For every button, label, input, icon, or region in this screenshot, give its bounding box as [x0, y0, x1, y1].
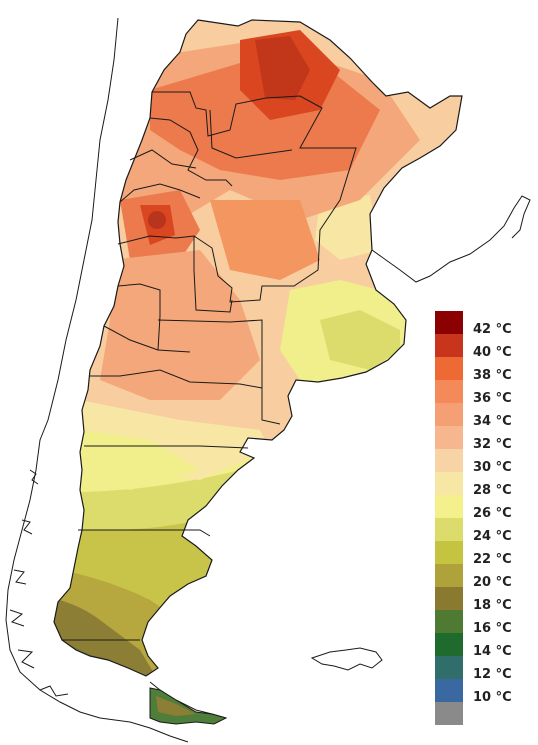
legend-swatch: [435, 334, 463, 357]
legend-item: 38 °C: [435, 357, 535, 383]
legend-item: 32 °C: [435, 426, 535, 452]
legend-item: 26 °C: [435, 495, 535, 521]
legend-swatch: [435, 311, 463, 334]
legend-label: 28 °C: [473, 483, 512, 498]
legend-item: 22 °C: [435, 541, 535, 567]
islands: [310, 647, 383, 671]
chile-coastline: [5, 17, 189, 743]
legend-swatch: [435, 633, 463, 656]
legend-item: 14 °C: [435, 633, 535, 659]
legend-item: 16 °C: [435, 610, 535, 636]
legend-label: 22 °C: [473, 552, 512, 567]
legend-label: 34 °C: [473, 414, 512, 429]
legend-label: 30 °C: [473, 460, 512, 475]
legend-swatch: [435, 357, 463, 380]
legend-label: 26 °C: [473, 506, 512, 521]
legend-swatch: [435, 656, 463, 679]
legend-item: 34 °C: [435, 403, 535, 429]
legend-swatch: [435, 564, 463, 587]
legend-swatch: [435, 587, 463, 610]
legend-item: 24 °C: [435, 518, 535, 544]
legend-label: 10 °C: [473, 690, 512, 705]
legend-swatch: [435, 518, 463, 541]
legend-label: 42 °C: [473, 322, 512, 337]
legend-label: 40 °C: [473, 345, 512, 360]
legend-swatch: [435, 541, 463, 564]
legend-label: 24 °C: [473, 529, 512, 544]
legend-label: 14 °C: [473, 644, 512, 659]
legend-item: 18 °C: [435, 587, 535, 613]
tierra-del-fuego: [149, 687, 228, 725]
legend-swatch: [435, 472, 463, 495]
legend-label: 36 °C: [473, 391, 512, 406]
legend-swatch: [435, 403, 463, 426]
legend-item: 30 °C: [435, 449, 535, 475]
legend-swatch: [435, 610, 463, 633]
legend-swatch: [435, 495, 463, 518]
legend-item: 20 °C: [435, 564, 535, 590]
legend-label: 32 °C: [473, 437, 512, 452]
legend-item: 40 °C: [435, 334, 535, 360]
legend-swatch: [435, 702, 463, 725]
legend-label: 12 °C: [473, 667, 512, 682]
legend-label: 20 °C: [473, 575, 512, 590]
legend-swatch: [435, 679, 463, 702]
legend-item: 36 °C: [435, 380, 535, 406]
legend-label: 38 °C: [473, 368, 512, 383]
legend-swatch: [435, 426, 463, 449]
legend-label: 16 °C: [473, 621, 512, 636]
legend-item: 12 °C: [435, 656, 535, 682]
legend-item: 10 °C: [435, 679, 535, 705]
legend-label: 18 °C: [473, 598, 512, 613]
legend-item: 42 °C: [435, 311, 535, 337]
legend-swatch: [435, 380, 463, 403]
legend-item: [435, 702, 535, 725]
province-borders: [62, 91, 357, 641]
temperature-legend: 42 °C 40 °C 38 °C 36 °C 34 °C 32 °C 30 °C 28 °C…: [435, 311, 535, 725]
legend-item: 28 °C: [435, 472, 535, 498]
legend-swatch: [435, 449, 463, 472]
